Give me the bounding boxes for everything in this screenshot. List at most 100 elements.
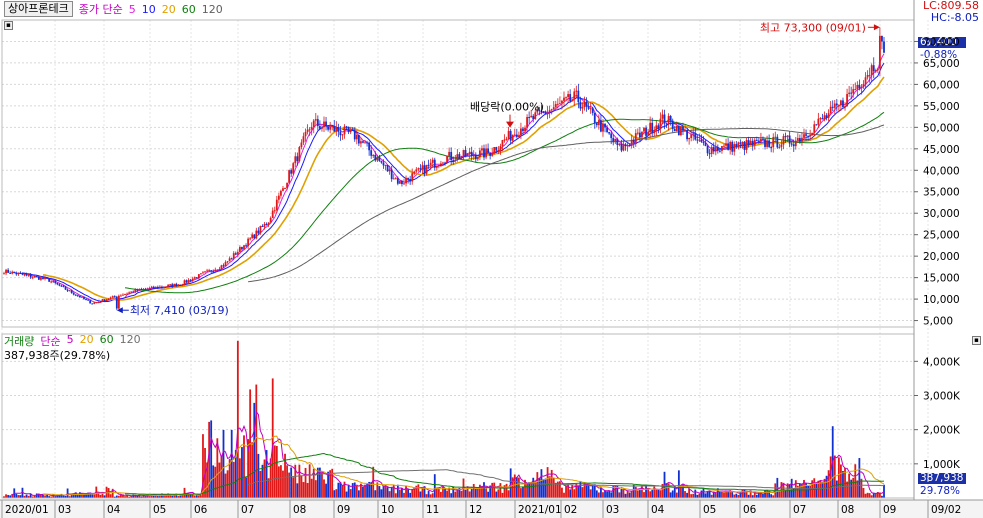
volume-bar <box>144 496 147 498</box>
price-panel-toggle-icon[interactable]: ▪ <box>4 21 13 30</box>
volume-bar <box>269 458 272 498</box>
volume-bar <box>197 495 200 498</box>
candle-body <box>46 277 48 279</box>
candle-body <box>511 134 514 141</box>
candle-body <box>300 142 303 147</box>
volume-bar <box>597 492 600 498</box>
candle-body <box>290 170 293 174</box>
candle-body <box>628 144 631 146</box>
candle-body <box>42 277 44 279</box>
candle-body <box>286 182 288 189</box>
candle-body <box>117 295 120 309</box>
volume-bar <box>368 481 371 498</box>
volume-bar <box>93 494 96 498</box>
candle-body <box>312 120 315 128</box>
candle-body <box>786 135 789 137</box>
candle-body <box>733 144 736 152</box>
candle-body <box>308 129 311 131</box>
volume-bar <box>74 492 77 498</box>
candle-body <box>684 129 686 131</box>
candle-body <box>581 107 584 109</box>
x-tick-label: 09 <box>337 504 350 516</box>
candle-body <box>815 124 818 126</box>
volume-bar <box>567 484 570 498</box>
volume-bar <box>618 492 621 498</box>
volume-bar <box>382 485 385 498</box>
volume-bar <box>413 487 416 498</box>
candle-body <box>175 283 178 287</box>
volume-ma-period-20[interactable]: 20 <box>79 333 94 346</box>
volume-bar <box>675 492 678 498</box>
price-tick-label: 35,000 <box>923 187 960 199</box>
volume-bar <box>171 495 174 498</box>
volume-bar <box>19 495 22 498</box>
volume-bar <box>866 492 869 498</box>
volume-bar <box>101 493 104 498</box>
price-panel-frame <box>1 19 915 328</box>
ma-period-5[interactable]: 5 <box>128 2 136 16</box>
volume-bar <box>212 465 215 498</box>
candle-body <box>690 134 693 139</box>
volume-bar <box>132 494 135 498</box>
x-tick-label: 06 <box>743 504 757 516</box>
volume-bar <box>331 468 334 498</box>
volume-bar <box>202 434 204 498</box>
volume-bar <box>827 470 830 498</box>
volume-bar <box>392 485 395 498</box>
volume-bar <box>25 494 28 498</box>
candle-body <box>755 139 758 141</box>
volume-bar <box>558 481 561 498</box>
volume-bar <box>688 488 691 498</box>
ma-period-120[interactable]: 120 <box>201 2 223 16</box>
volume-bar <box>493 482 496 498</box>
candle-body <box>476 157 479 160</box>
candle-body <box>790 143 793 145</box>
ma-period-20[interactable]: 20 <box>161 2 176 16</box>
ma-period-60[interactable]: 60 <box>181 2 196 16</box>
candle-body <box>107 298 110 300</box>
volume-ma-period-5[interactable]: 5 <box>66 333 74 346</box>
ma-period-10[interactable]: 10 <box>141 2 156 16</box>
volume-panel-close-icon[interactable]: ▪ <box>972 336 981 345</box>
volume-bar <box>427 491 430 498</box>
candle-body <box>74 294 77 296</box>
volume-ma-period-60[interactable]: 60 <box>99 333 114 346</box>
candle-body <box>784 136 787 138</box>
candle-body <box>610 133 613 139</box>
volume-bar <box>708 491 711 498</box>
volume-bar <box>169 495 172 498</box>
candle-body <box>345 126 348 128</box>
candle-body <box>710 147 713 154</box>
stock-name-label[interactable]: 상아프론테크 <box>4 1 73 17</box>
candle-body <box>251 234 254 239</box>
candle-body <box>858 84 861 89</box>
volume-ma-period-120[interactable]: 120 <box>119 333 141 346</box>
candle-body <box>423 165 426 174</box>
volume-bar <box>778 491 781 498</box>
x-tick-label: 03 <box>606 504 619 516</box>
volume-bar <box>193 495 196 498</box>
candle-body <box>591 108 594 113</box>
volume-bar <box>766 490 768 498</box>
candle-body <box>101 299 104 302</box>
candle-body <box>403 183 405 185</box>
volume-bar <box>370 482 373 498</box>
volume-bar <box>113 496 116 498</box>
candle-body <box>68 290 71 292</box>
candle-body <box>864 77 867 85</box>
volume-bar <box>417 484 420 498</box>
candle-body <box>614 138 617 142</box>
candle-body <box>433 159 436 168</box>
volume-bar <box>72 493 75 498</box>
price-tick-label: 30,000 <box>923 208 960 220</box>
price-tick-label: 65,000 <box>923 58 960 70</box>
volume-title: 거래량 <box>4 335 35 348</box>
candle-body <box>696 139 699 141</box>
candle-body <box>37 276 40 280</box>
volume-bar <box>357 490 360 498</box>
price-tick-label: 20,000 <box>923 251 960 263</box>
volume-bar <box>858 458 861 498</box>
volume-bar <box>544 478 547 498</box>
volume-bar <box>150 494 153 498</box>
volume-bar <box>628 492 631 498</box>
